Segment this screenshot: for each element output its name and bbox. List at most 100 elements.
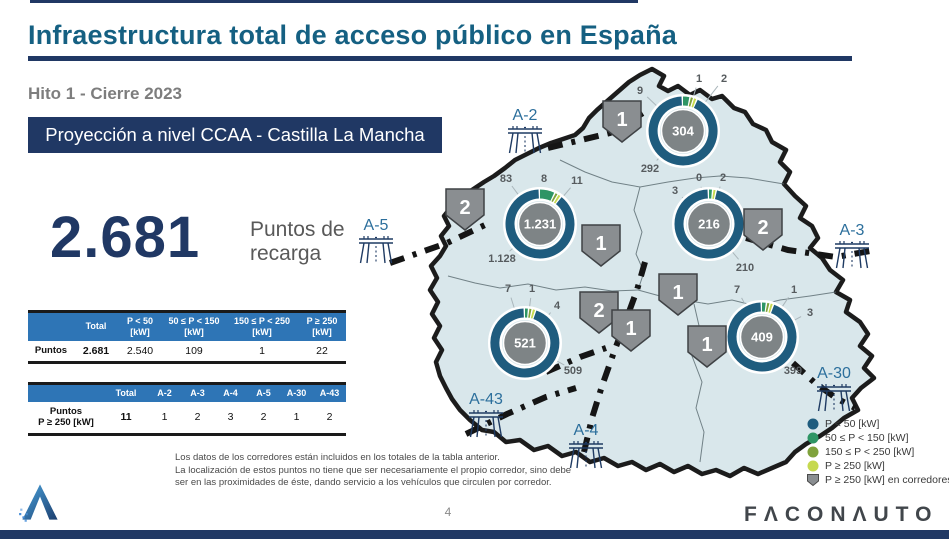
cell-value: 2 (247, 401, 280, 435)
column-header: A-4 (214, 383, 247, 402)
cell-value: 2.681 (74, 340, 118, 363)
milestone-label: Hito 1 - Cierre 2023 (28, 84, 183, 103)
column-header: 50 ≤ P < 150 [kW] (162, 311, 226, 341)
cell-value: 109 (162, 340, 226, 363)
cell-value: 22 (298, 340, 346, 363)
highway-gantry-icon (469, 410, 503, 438)
corridor-marker: 1 (687, 325, 727, 368)
donut-segment (553, 194, 561, 204)
legend-label: P < 50 [kW] (825, 417, 880, 430)
donut-segment (768, 303, 773, 313)
corridor-label-a-30: A-30 (817, 365, 851, 412)
donut-segment (551, 193, 558, 202)
column-header: A-5 (247, 383, 280, 402)
column-header (28, 311, 74, 341)
province-donut-toledo: 1.231 83 8 11 1.128 (488, 173, 583, 265)
donut-segment (648, 96, 718, 166)
column-header: P < 50 [kW] (118, 311, 162, 341)
anfac-logo: NFAC La Movilidad del Futuro (18, 478, 198, 530)
donut-center (502, 320, 548, 366)
corridor-name: A-4 (574, 422, 599, 439)
marker-value: 1 (672, 282, 683, 304)
corridor-junction-line (544, 345, 607, 375)
donut-segment (688, 97, 693, 107)
corridor-label-a-5: A-5 (359, 217, 393, 264)
legend-item: 50 ≤ P < 150 [kW] (806, 431, 949, 444)
page-number: 4 (444, 505, 452, 519)
column-header: A-43 (313, 383, 346, 402)
legend-dot-icon (807, 432, 819, 443)
corridor-a3-line (745, 235, 877, 261)
legend-dot-icon (807, 418, 819, 429)
legend-label: 50 ≤ P < 150 [kW] (825, 431, 909, 444)
donut-center (739, 314, 785, 360)
province-donut-albacete: 409 7 13 399 (725, 284, 813, 377)
segment-callout: 1 (529, 283, 535, 295)
marker-value: 1 (701, 334, 712, 356)
corridor-label-a-43: A-43 (469, 391, 503, 438)
pentagon-icon (581, 224, 621, 267)
province-total: 1.231 (524, 217, 557, 232)
donut-center (517, 201, 563, 247)
segment-callout: 1.128 (488, 253, 516, 265)
highway-gantry-icon (569, 441, 603, 469)
legend-dot-icon (807, 460, 819, 471)
donut-segment (505, 189, 575, 259)
bottom-bar (0, 530, 949, 539)
pentagon-icon (658, 273, 698, 316)
marker-value: 2 (459, 197, 470, 219)
power-breakdown-table: Total P < 50 [kW] 50 ≤ P < 150 [kW] 150 ≤ P… (28, 310, 346, 364)
column-header: P ≥ 250 [kW] (298, 311, 346, 341)
corridor-label-a-2: A-2 (508, 107, 542, 154)
corridor-name: A-5 (364, 217, 389, 234)
donut-segment (539, 189, 555, 201)
legend-item: P ≥ 250 [kW] en corredores (806, 473, 949, 486)
segment-callout: 7 (734, 284, 740, 296)
corridor-name: A-43 (469, 391, 503, 408)
column-header (28, 383, 104, 402)
segment-callout: 0 (696, 172, 702, 184)
province-total: 304 (672, 124, 694, 139)
marker-value: 2 (757, 217, 768, 239)
donut-segment (674, 189, 744, 259)
segment-callout: 399 (784, 365, 802, 377)
kpi-value: 2.681 (50, 205, 201, 270)
segment-callout: 11 (571, 175, 583, 187)
column-header: A-3 (181, 383, 214, 402)
marker-value: 1 (625, 318, 636, 340)
highway-gantry-icon (835, 241, 869, 269)
highway-gantry-icon (508, 126, 542, 154)
segment-callout: 1 (696, 73, 702, 85)
segment-callout: 8 (541, 173, 547, 185)
marker-value: 2 (593, 300, 604, 322)
segment-callout: 83 (500, 173, 512, 185)
column-header: A-30 (280, 383, 313, 402)
donut-segment (691, 98, 697, 108)
province-donut-ciudad-real: 521 7 1 4 509 (488, 283, 582, 380)
corridor-marker: 2 (743, 208, 783, 251)
corridor-name: A-2 (513, 107, 538, 124)
cell-value: 11 (104, 401, 148, 435)
legend-label: P ≥ 250 [kW] en corredores (825, 473, 949, 486)
corridor-marker: 2 (445, 188, 485, 231)
corridor-marker: 1 (581, 224, 621, 267)
column-header: Total (74, 311, 118, 341)
page-title: Infraestructura total de acceso público … (28, 20, 677, 50)
cell-value: 2 (313, 401, 346, 435)
corridor-label-a-4: A-4 (569, 422, 603, 469)
corridor-name: A-3 (840, 222, 865, 239)
segment-callout: 9 (637, 85, 643, 97)
cell-value: 1 (280, 401, 313, 435)
corridor-points-table: Total A-2 A-3 A-4 A-5 A-30 A-43 Puntos P ≥ 250 … (28, 382, 346, 436)
corridor-label-a-3: A-3 (835, 222, 869, 269)
segment-callout: 292 (641, 163, 659, 175)
title-underline (28, 56, 852, 61)
pentagon-icon (579, 291, 619, 334)
donut-segment (727, 302, 797, 372)
column-header: A-2 (148, 383, 181, 402)
cell-value: 2.540 (118, 340, 162, 363)
callout-leader-line (703, 85, 719, 105)
footnote: Los datos de los corredores están inclui… (175, 452, 577, 490)
legend-item: P ≥ 250 [kW] (806, 459, 949, 472)
top-rule (30, 0, 638, 3)
